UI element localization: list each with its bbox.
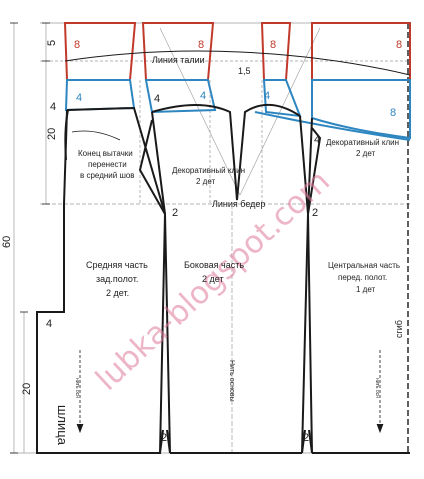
grain-label-center: Нить основы <box>228 360 235 402</box>
dim-label-20-top: 20 <box>46 128 58 140</box>
panel-front-label-2: перед. полот. <box>338 273 387 282</box>
slit-label: шлица <box>55 405 70 446</box>
dim-label-5: 5 <box>46 40 58 46</box>
grain-arrow-back-head <box>76 423 84 434</box>
grain-label-front: нить осн <box>374 378 380 398</box>
panel-back-label-3: 2 дет. <box>106 288 129 298</box>
hem-wedge-right <box>301 429 313 454</box>
num-4-slit: 4 <box>46 318 52 330</box>
dim-label-20-bottom: 20 <box>21 383 33 395</box>
num-4-back-panel: 4 <box>50 101 56 113</box>
bottom-yoke-pieces <box>64 79 411 141</box>
num-8-side: 8 <box>198 39 204 51</box>
num-8-back: 8 <box>74 39 80 51</box>
yoke-top-numbers: 8 8 8 8 <box>74 39 402 51</box>
num-4-back-blue: 4 <box>76 92 82 104</box>
dart-note-line-2: перенести <box>88 160 127 169</box>
num-8-side-2: 8 <box>270 39 276 51</box>
dimension-ticks <box>10 22 50 454</box>
hip-line-label: Линия бедер <box>212 199 265 209</box>
dart-note-arrow <box>71 130 121 141</box>
yoke-bottom-side <box>144 79 217 114</box>
dart-note-line-1: Конец вытачки <box>78 149 133 158</box>
panel-back-label-2: зад.полот. <box>96 274 138 284</box>
yoke-bottom-curve <box>254 111 411 141</box>
panel-side-label-1: Боковая часть <box>184 260 244 270</box>
wedge-left-label-2: 2 дет <box>196 177 216 186</box>
wedge-right-label-2: 2 дет <box>356 149 376 158</box>
dim-label-1-5: 1,5 <box>238 66 251 76</box>
panel-side-label-2: 2 дет <box>202 274 224 284</box>
wedge-left-label-1: Декоративный клин <box>172 166 245 175</box>
hem-wedge-left <box>159 429 171 454</box>
side-panel-right-edge <box>299 115 310 454</box>
yoke-bottom-numbers: 4 4 4 8 <box>76 90 396 119</box>
seam-numbers: 4 4 4 4 2 2 2 2 <box>46 93 320 444</box>
skirt-outline <box>36 104 410 454</box>
dart-note-line-3: в средний шов <box>80 171 135 180</box>
yoke-top-side-2 <box>260 22 292 81</box>
fold-label: сгиб <box>394 320 404 338</box>
num-8-front-blue: 8 <box>390 107 396 119</box>
dart-left-line <box>159 27 241 196</box>
num-2-hip-right: 2 <box>312 207 318 219</box>
num-4-side-blue: 4 <box>200 90 206 102</box>
dim-label-60: 60 <box>1 236 13 248</box>
back-panel-waist-edge <box>64 109 69 161</box>
panel-back-label-1: Средняя часть <box>86 260 148 270</box>
dart-right-line <box>239 27 321 196</box>
num-2-hem-right: 2 <box>303 432 309 444</box>
yoke-bottom-front <box>311 79 411 140</box>
waist-line-label: Линия талии <box>152 55 205 65</box>
back-panel-outline <box>36 106 167 454</box>
waist-line-curve <box>64 50 411 76</box>
grain-label-back: нить осн <box>74 378 80 398</box>
waist-curve <box>64 50 411 76</box>
yoke-top-back <box>63 22 137 81</box>
num-4-side2-blue: 4 <box>264 90 270 102</box>
grain-arrow-front-head <box>376 423 384 434</box>
back-wedge <box>138 119 166 215</box>
num-4-wedge-right: 4 <box>314 134 320 146</box>
num-2-hem-left: 2 <box>161 432 167 444</box>
panel-front-label-1: Центральная часть <box>328 261 400 270</box>
front-wedge <box>307 127 322 215</box>
grain-arrows <box>71 130 384 434</box>
panel-front-label-3: 1 дет <box>356 285 376 294</box>
num-4-wedge-left: 4 <box>154 93 160 105</box>
num-2-hip-left: 2 <box>172 207 178 219</box>
num-8-front: 8 <box>396 39 402 51</box>
wedge-right-label-1: Декоративный клин <box>326 138 399 147</box>
side-panel-top <box>151 104 301 201</box>
